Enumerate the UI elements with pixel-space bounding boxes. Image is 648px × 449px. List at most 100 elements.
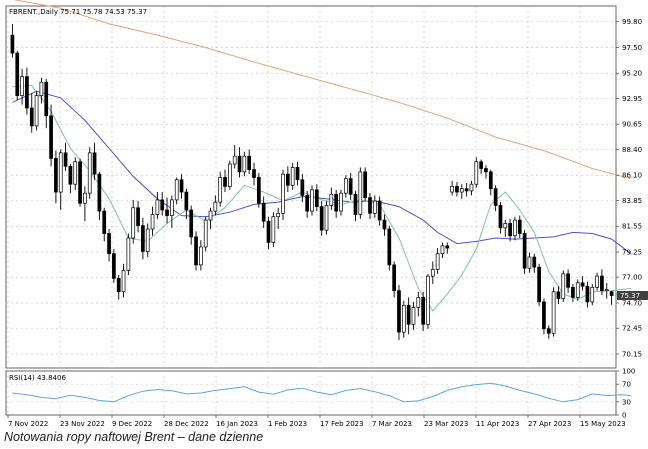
- candle: [339, 189, 343, 216]
- candle: [387, 225, 392, 271]
- candle-body: [29, 107, 34, 127]
- candle: [430, 261, 435, 284]
- candle: [348, 172, 353, 200]
- candle: [160, 192, 165, 216]
- candle: [102, 207, 107, 242]
- candle: [257, 172, 261, 208]
- candle: [542, 298, 546, 335]
- candle: [203, 216, 208, 252]
- x-tick-label: 28 Dec 2022: [164, 420, 209, 428]
- x-tick-label: 16 Jan 2023: [216, 420, 258, 428]
- candle-body: [63, 152, 68, 167]
- candle-body: [112, 253, 116, 279]
- candle: [406, 297, 411, 335]
- candle-body: [522, 233, 527, 269]
- candle: [20, 68, 24, 105]
- candle-body: [44, 81, 49, 117]
- candle-body: [87, 152, 92, 194]
- candle: [537, 263, 541, 307]
- candle-body: [426, 275, 430, 325]
- candle-body: [136, 207, 140, 227]
- y-tick-label: 79.25: [622, 249, 642, 257]
- candle-body: [252, 169, 256, 178]
- last-price-tag: 75.37: [617, 291, 648, 300]
- candle-body: [421, 297, 425, 325]
- candle: [228, 160, 232, 190]
- rsi-layer: [12, 382, 631, 403]
- candle: [488, 169, 493, 196]
- y-tick-label: 92.95: [622, 95, 642, 103]
- candle: [112, 249, 116, 283]
- candle: [223, 169, 227, 193]
- x-tick-label: 9 Dec 2022: [112, 420, 152, 428]
- candle-body: [488, 171, 493, 190]
- candle-body: [102, 210, 107, 234]
- candle: [532, 253, 537, 273]
- candle: [266, 216, 271, 250]
- rsi-line: [12, 382, 631, 403]
- candle: [474, 157, 479, 188]
- candle: [469, 180, 474, 196]
- candle-body: [281, 173, 285, 214]
- candle: [116, 274, 121, 300]
- candle: [411, 301, 416, 330]
- candle-body: [295, 167, 300, 181]
- candle-body: [189, 209, 194, 238]
- candle-body: [92, 152, 97, 175]
- candle: [150, 206, 155, 236]
- rsi-tick-label: 100: [622, 368, 635, 376]
- candle: [174, 177, 179, 205]
- candle-body: [459, 188, 464, 193]
- y-tick-label: 97.50: [622, 44, 642, 52]
- candle-body: [174, 179, 179, 201]
- candle-body: [126, 237, 131, 271]
- candle: [237, 147, 242, 178]
- candle: [68, 164, 73, 194]
- candle-body: [58, 152, 63, 193]
- rsi-title: RSI(14) 43.8406: [9, 374, 66, 382]
- candle: [131, 199, 136, 244]
- candle: [305, 190, 310, 218]
- sma-slow-layer: [13, 0, 632, 180]
- candle-body: [479, 161, 483, 169]
- candle-body: [455, 186, 459, 193]
- candle: [199, 240, 203, 271]
- candle-body: [290, 167, 295, 186]
- candle-body: [363, 171, 367, 198]
- candle: [165, 197, 169, 224]
- candle: [401, 300, 406, 338]
- candle: [426, 273, 430, 329]
- candle: [10, 23, 15, 58]
- candle: [29, 93, 34, 133]
- candle: [522, 230, 527, 274]
- candle: [382, 214, 387, 236]
- candle: [493, 185, 498, 212]
- candle-body: [450, 186, 454, 193]
- candle: [39, 77, 44, 104]
- rsi-tick-label: 30: [622, 398, 631, 406]
- candle-body: [83, 192, 87, 204]
- candle-body: [339, 192, 343, 212]
- sma-slow-line: [13, 0, 632, 180]
- y-tick-label: 95.20: [622, 70, 642, 78]
- candle: [314, 184, 319, 212]
- candles: [10, 23, 614, 340]
- candle: [232, 144, 237, 169]
- y-tick-label: 77.00: [622, 274, 642, 282]
- candle: [484, 165, 488, 179]
- candle: [78, 158, 82, 207]
- candle-body: [54, 158, 58, 193]
- candle: [97, 171, 102, 221]
- candle: [49, 104, 53, 167]
- candle-body: [145, 228, 150, 252]
- candle-body: [575, 282, 580, 298]
- candle: [450, 180, 454, 196]
- y-tick-label: 74.70: [622, 299, 642, 307]
- candle-body: [329, 193, 334, 206]
- candle-body: [25, 76, 29, 109]
- candle-body: [324, 205, 329, 231]
- candle: [179, 174, 184, 199]
- candle: [310, 185, 314, 216]
- candle: [73, 157, 78, 190]
- candle-body: [194, 236, 198, 266]
